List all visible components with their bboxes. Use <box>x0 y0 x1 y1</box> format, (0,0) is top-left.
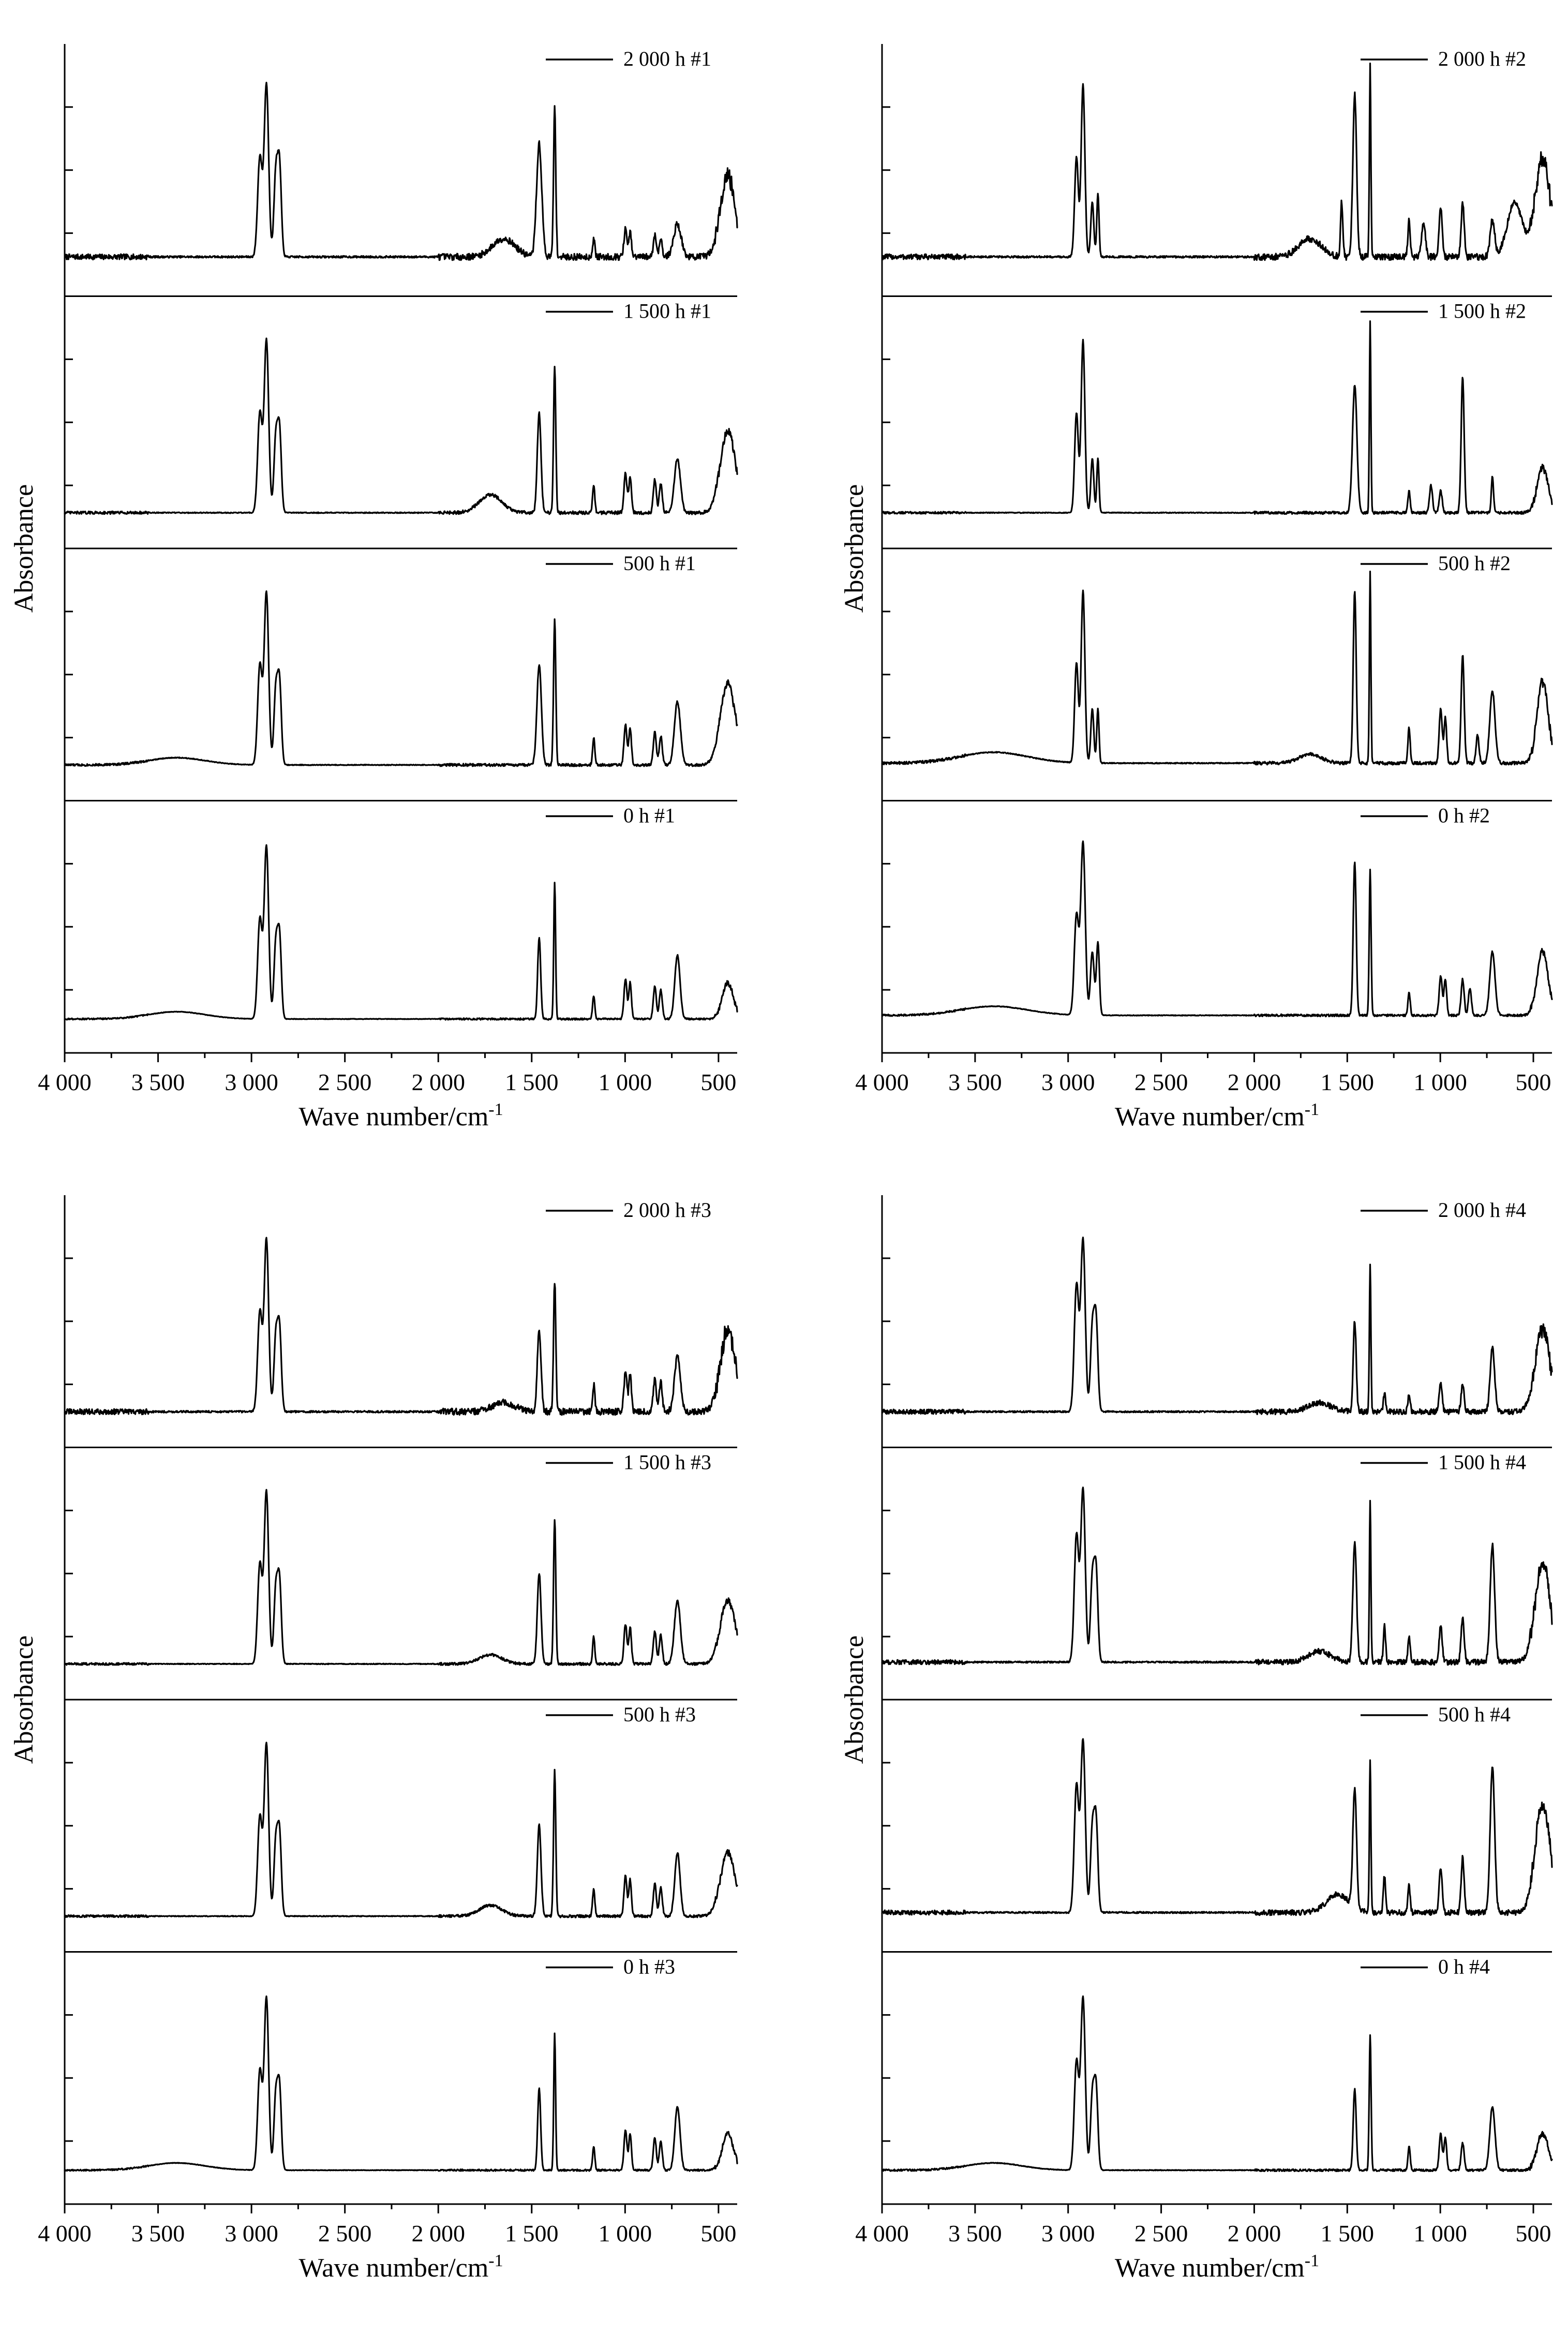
subplot-3: 500 h #3 <box>64 1699 738 1918</box>
x-tick-label: 2 000 <box>1228 1069 1281 1095</box>
subplot-2: 1 500 h #4 <box>881 1447 1553 1666</box>
x-tick-label: 2 500 <box>318 2220 372 2247</box>
x-tick-label: 3 500 <box>948 1069 1002 1095</box>
spectrum-line <box>64 1237 738 1416</box>
subplot-3: 500 h #2 <box>881 547 1553 766</box>
x-tick-label: 1 000 <box>1413 1069 1467 1095</box>
x-tick-label: 1 000 <box>1413 2220 1467 2247</box>
chart-panel-4: 2 000 h #4 1 500 h #4 500 h #4 0 h #4 4 000 3… <box>840 1195 1553 2283</box>
legend-label: 0 h #3 <box>623 1955 675 1979</box>
subplot-1: 2 000 h #2 <box>881 47 1553 261</box>
x-tick-label: 4 000 <box>38 2220 92 2247</box>
x-tick-label: 3 000 <box>225 2220 278 2247</box>
x-tick-label: 2 500 <box>1134 1069 1188 1095</box>
x-tick-label: 1 500 <box>505 1069 559 1095</box>
legend-label: 1 500 h #1 <box>623 300 711 323</box>
x-tick-label: 500 <box>1516 2220 1551 2247</box>
legend-label: 2 000 h #4 <box>1438 1198 1526 1222</box>
subplot-1: 2 000 h #3 <box>64 1198 738 1416</box>
legend-label: 2 000 h #1 <box>623 47 711 70</box>
subplot-4: 0 h #3 <box>64 1951 738 2172</box>
subplot-4: 0 h #1 <box>64 800 738 1021</box>
x-tick-label: 3 000 <box>1041 2220 1095 2247</box>
x-tick-label: 2 500 <box>1134 2220 1188 2247</box>
chart-panel-1: 2 000 h #1 1 500 h #1 500 h #1 0 h #1 4 000 3… <box>9 44 738 1132</box>
x-tick-label: 1 500 <box>505 2220 559 2247</box>
y-axis-title: Absorbance <box>9 1635 39 1764</box>
x-tick-label: 4 000 <box>855 1069 909 1095</box>
subplot-2: 1 500 h #2 <box>881 295 1553 515</box>
spectrum-line <box>881 1738 1553 1916</box>
x-tick-label: 1 000 <box>599 2220 652 2247</box>
subplot-4: 0 h #2 <box>881 800 1553 1018</box>
spectrum-line <box>881 570 1553 766</box>
subplot-1: 2 000 h #4 <box>881 1198 1553 1416</box>
subplot-1: 2 000 h #1 <box>64 47 738 261</box>
x-tick-label: 1 000 <box>599 1069 652 1095</box>
subplot-3: 500 h #4 <box>881 1699 1553 1916</box>
x-tick-label: 500 <box>700 2220 736 2247</box>
spectrum-line <box>881 1995 1553 2173</box>
spectrum-line <box>881 840 1553 1018</box>
spectrum-line <box>64 82 738 261</box>
x-tick-label: 2 000 <box>411 1069 465 1095</box>
x-tick-label: 3 000 <box>1041 1069 1095 1095</box>
x-tick-label: 500 <box>1516 1069 1551 1095</box>
y-axis-title: Absorbance <box>840 484 869 613</box>
legend-label: 2 000 h #3 <box>623 1198 711 1222</box>
spectrum-line <box>881 62 1553 261</box>
spectrum-line <box>64 1489 738 1667</box>
legend-label: 500 h #2 <box>1438 552 1511 575</box>
chart-panel-2: 2 000 h #2 1 500 h #2 500 h #2 0 h #2 4 000 3… <box>840 44 1553 1132</box>
x-axis-title: Wave number/cm-1 <box>1115 2251 1319 2283</box>
legend-label: 500 h #1 <box>623 552 696 575</box>
x-tick-label: 2 500 <box>318 1069 372 1095</box>
legend-label: 1 500 h #4 <box>1438 1451 1526 1474</box>
spectrum-line <box>881 1486 1553 1666</box>
x-tick-label: 3 000 <box>225 1069 278 1095</box>
spectrum-line <box>64 1995 738 2172</box>
x-axis-title: Wave number/cm-1 <box>298 2251 503 2283</box>
y-axis-title: Absorbance <box>840 1635 869 1764</box>
spectrum-line <box>64 1742 738 1918</box>
x-tick-label: 4 000 <box>855 2220 909 2247</box>
y-axis-title: Absorbance <box>9 484 39 613</box>
legend-label: 0 h #1 <box>623 804 675 827</box>
x-tick-label: 2 000 <box>411 2220 465 2247</box>
x-tick-label: 3 500 <box>131 2220 185 2247</box>
chart-panel-3: 2 000 h #3 1 500 h #3 500 h #3 0 h #3 4 000 3… <box>9 1195 738 2283</box>
legend-label: 0 h #2 <box>1438 804 1490 827</box>
subplot-2: 1 500 h #1 <box>64 295 738 515</box>
legend-label: 500 h #4 <box>1438 1703 1511 1726</box>
x-tick-label: 3 500 <box>131 1069 185 1095</box>
x-tick-label: 1 500 <box>1321 2220 1375 2247</box>
x-tick-label: 1 500 <box>1321 1069 1375 1095</box>
x-tick-label: 2 000 <box>1228 2220 1281 2247</box>
spectrum-line <box>881 320 1553 515</box>
x-tick-label: 3 500 <box>948 2220 1002 2247</box>
legend-label: 2 000 h #2 <box>1438 47 1526 70</box>
x-tick-label: 4 000 <box>38 1069 92 1095</box>
x-tick-label: 500 <box>700 1069 736 1095</box>
spectrum-line <box>64 337 738 515</box>
legend-label: 500 h #3 <box>623 1703 696 1726</box>
subplot-4: 0 h #4 <box>881 1951 1553 2173</box>
legend-label: 1 500 h #3 <box>623 1451 711 1474</box>
x-axis-title: Wave number/cm-1 <box>298 1100 503 1132</box>
legend-label: 1 500 h #2 <box>1438 300 1526 323</box>
subplot-2: 1 500 h #3 <box>64 1447 738 1667</box>
subplot-3: 500 h #1 <box>64 547 738 767</box>
x-axis-title: Wave number/cm-1 <box>1115 1100 1319 1132</box>
spectrum-line <box>64 590 738 767</box>
legend-label: 0 h #4 <box>1438 1955 1490 1979</box>
spectrum-line <box>881 1237 1553 1416</box>
spectrum-line <box>64 844 738 1021</box>
